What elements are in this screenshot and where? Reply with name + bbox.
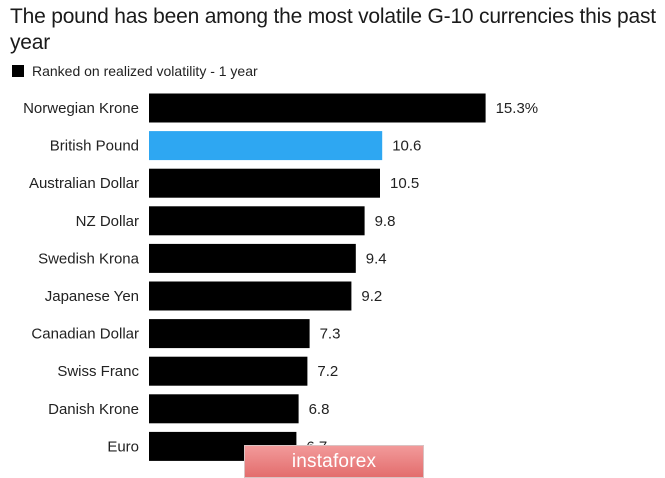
value-label: 9.8	[375, 213, 396, 230]
category-label: Swiss Franc	[57, 363, 139, 380]
bar-japanese-yen	[149, 281, 352, 311]
value-label: 7.3	[320, 326, 341, 343]
category-label: Norwegian Krone	[23, 100, 139, 117]
category-label: Canadian Dollar	[31, 326, 139, 343]
category-label: Euro	[107, 438, 139, 455]
bar-swiss-franc	[149, 356, 308, 386]
value-label: 6.8	[309, 401, 330, 418]
value-label: 7.2	[317, 363, 338, 380]
category-label: NZ Dollar	[76, 213, 139, 230]
bar-nz-dollar	[149, 206, 365, 236]
bar-danish-krone	[149, 394, 299, 424]
value-label: 9.4	[366, 250, 387, 267]
bar-swedish-krona	[149, 243, 356, 273]
category-label: Australian Dollar	[29, 175, 139, 192]
value-label: 10.6	[392, 138, 421, 155]
category-label: Danish Krone	[48, 401, 139, 418]
watermark: instaforex	[244, 445, 424, 478]
value-label: 10.5	[390, 175, 419, 192]
category-label: Swedish Krona	[38, 250, 140, 267]
bar-british-pound	[149, 131, 383, 161]
bar-australian-dollar	[149, 168, 380, 198]
value-label: 9.2	[361, 288, 382, 305]
bar-norwegian-krone	[149, 93, 486, 123]
category-label: Japanese Yen	[45, 288, 139, 305]
chart-title: The pound has been among the most volati…	[10, 5, 656, 54]
category-label: British Pound	[50, 138, 139, 155]
legend-label: Ranked on realized volatility - 1 year	[32, 63, 258, 79]
legend-swatch	[12, 65, 24, 77]
value-label: 15.3%	[496, 100, 539, 117]
bar-canadian-dollar	[149, 319, 310, 349]
legend: Ranked on realized volatility - 1 year	[12, 63, 258, 79]
